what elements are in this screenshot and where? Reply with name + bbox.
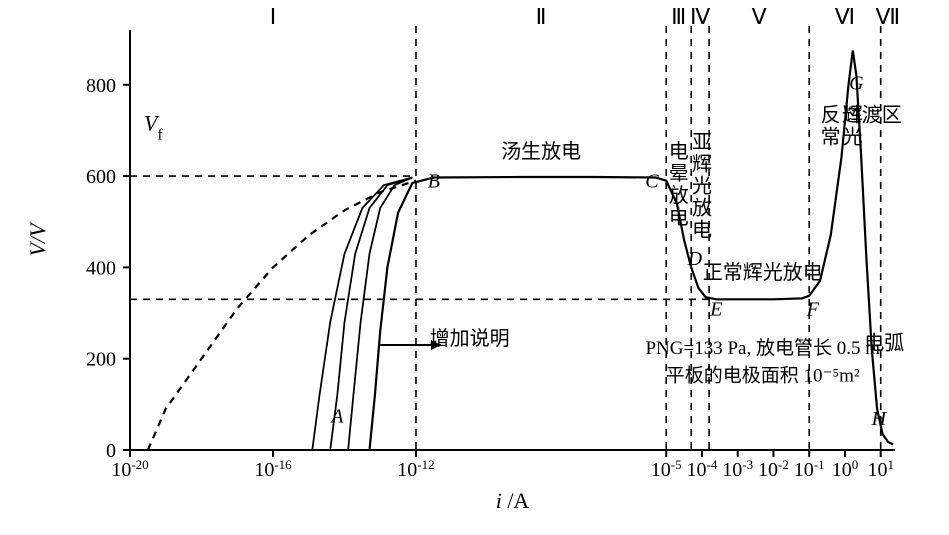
region-roman: Ⅲ: [671, 4, 686, 29]
x-tick-label: 10-4: [687, 457, 718, 482]
x-tick-label: 10-2: [758, 457, 789, 482]
point-label: D: [687, 248, 703, 270]
region-roman: Ⅶ: [876, 4, 901, 29]
region-roman: Ⅳ: [690, 4, 711, 29]
conditions-line: 平板的电极面积 10⁻⁵m²: [666, 365, 860, 387]
region-label: 电: [669, 140, 689, 163]
y-axis-label: V/V: [25, 221, 50, 257]
y-tick-label: 400: [86, 257, 116, 279]
y-tick-label: 800: [86, 75, 116, 97]
region-label: 亚: [692, 132, 712, 154]
x-tick-label: 10-3: [722, 457, 753, 482]
region-roman: Ⅰ: [270, 4, 277, 29]
point-label: C: [645, 171, 659, 193]
region-roman: Ⅱ: [536, 4, 547, 29]
region-label: 增加说明: [430, 327, 510, 350]
y-tick-label: 200: [86, 349, 116, 371]
dashed-curve: [148, 181, 416, 450]
region-label: 晕: [669, 163, 689, 185]
x-axis-label: i /A: [496, 488, 530, 513]
x-tick-label: 10-20: [111, 457, 148, 482]
x-tick-label: 101: [867, 457, 894, 482]
region-label: 反: [821, 103, 841, 126]
conditions-line: PNG=133 Pa, 放电管长 0.5 m: [645, 337, 880, 359]
point-label: F: [806, 298, 820, 320]
x-tick-label: 100: [832, 457, 859, 482]
main-curve: [370, 51, 894, 451]
region-label: 光: [692, 175, 712, 198]
region-roman: Ⅴ: [752, 4, 767, 29]
x-tick-label: 10-12: [397, 457, 434, 482]
y-tick-label: 600: [86, 166, 116, 188]
region-label: 光: [843, 125, 863, 148]
chart-container: 0200400600800V/V10-2010-1610-1210-510-41…: [0, 0, 949, 535]
region-label: 正常辉光放电: [703, 261, 823, 284]
region-label: 常: [821, 125, 841, 148]
region-label: 汤生放电: [501, 140, 581, 163]
x-tick-label: 10-16: [254, 457, 292, 482]
vf-label: Vf: [144, 110, 163, 143]
point-label: G: [849, 72, 864, 94]
x-tick-label: 10-5: [651, 457, 682, 482]
point-label: E: [709, 298, 722, 320]
region-label: 电: [692, 219, 712, 242]
region-label: 过渡区: [842, 103, 902, 126]
region-label: 辉: [692, 153, 712, 176]
point-label: B: [428, 171, 440, 193]
discharge-chart: 0200400600800V/V10-2010-1610-1210-510-41…: [0, 0, 949, 535]
point-label: A: [329, 406, 344, 428]
region-roman: Ⅵ: [835, 4, 855, 29]
region-label: 电: [669, 206, 689, 229]
x-tick-label: 10-1: [794, 457, 825, 482]
point-label: H: [871, 408, 888, 430]
region-label: 放: [692, 197, 712, 220]
region-label: 放: [669, 184, 689, 207]
